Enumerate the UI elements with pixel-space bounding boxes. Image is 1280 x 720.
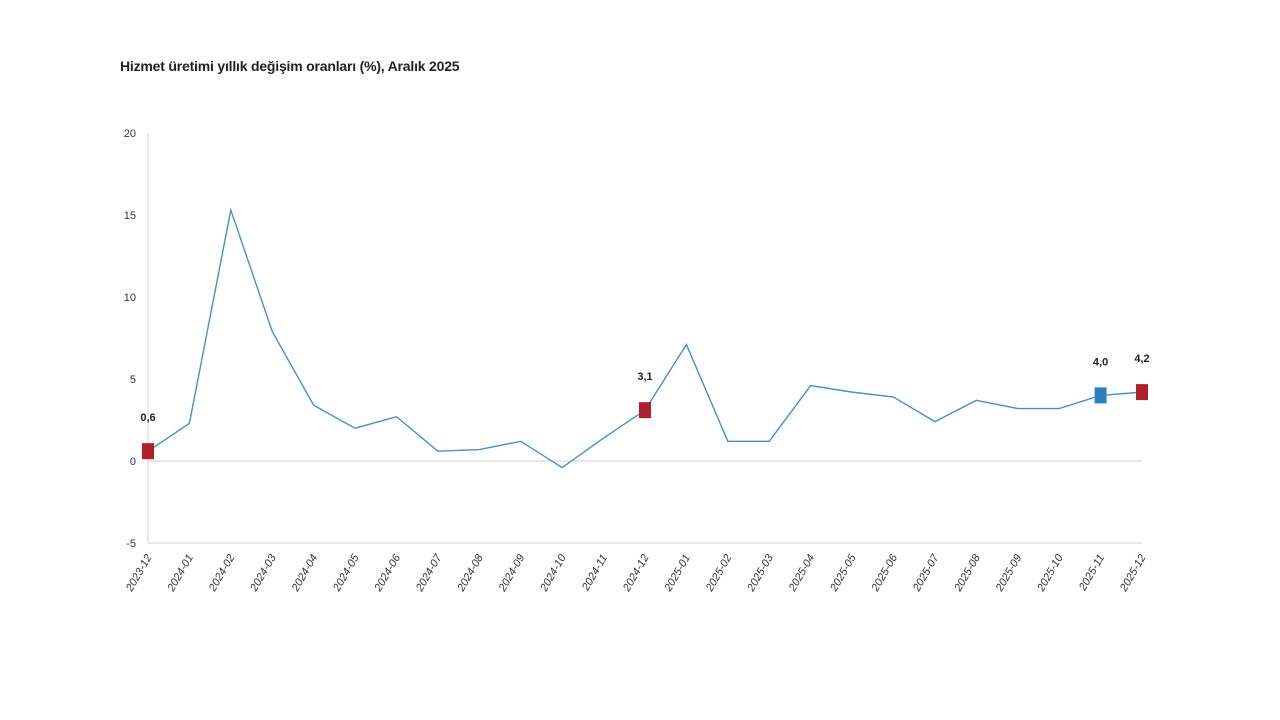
x-tick-label: 2025-05 [828, 552, 860, 595]
x-tick-label: 2025-04 [786, 553, 817, 595]
y-tick-label: 15 [124, 210, 136, 222]
y-tick-label: 10 [124, 292, 136, 304]
x-tick-label: 2024-04 [289, 553, 320, 595]
x-tick-label: 2024-11 [580, 553, 611, 594]
highlight-marker [1094, 387, 1107, 404]
y-tick-label: 5 [130, 374, 136, 386]
x-tick-label: 2025-09 [993, 553, 1024, 595]
x-tick-label: 2025-07 [910, 552, 942, 595]
x-tick-label: 2024-08 [455, 552, 487, 595]
data-labels: 0,6 3,1 4,0 4,2 [140, 353, 1149, 424]
data-label: 0,6 [140, 412, 155, 424]
highlight-marker [142, 443, 154, 460]
x-tick-label: 2024-07 [413, 552, 445, 595]
x-tick-label: 2024-12 [621, 553, 652, 595]
x-tick-label: 2025-11 [1077, 553, 1108, 594]
x-tick-label: 2025-01 [662, 553, 693, 595]
x-tick-label: 2025-12 [1118, 553, 1149, 595]
highlight-marker [1136, 384, 1148, 401]
x-tick-label: 2025-02 [703, 553, 734, 595]
y-axis-ticks: 20 15 10 5 0 -5 [124, 128, 136, 550]
y-tick-label: 20 [124, 128, 136, 140]
x-tick-label: 2024-02 [206, 553, 237, 595]
data-label: 3,1 [637, 371, 652, 383]
y-tick-label: 0 [130, 456, 136, 468]
x-tick-label: 2025-10 [1035, 552, 1067, 595]
y-tick-label: -5 [126, 538, 136, 550]
x-tick-label: 2024-05 [331, 552, 363, 595]
x-tick-label: 2025-06 [869, 552, 901, 595]
x-tick-label: 2024-06 [372, 552, 404, 595]
x-tick-label: 2024-09 [496, 553, 527, 595]
x-tick-label: 2025-08 [952, 552, 984, 595]
data-label: 4,2 [1134, 353, 1149, 365]
chart-title: Hizmet üretimi yıllık değişim oranları (… [120, 58, 460, 74]
highlight-markers [142, 384, 1148, 460]
x-tick-label: 2024-10 [538, 552, 570, 595]
x-axis-ticks: 2023-12 2024-01 2024-02 2024-03 2024-04 2024-… [124, 552, 1149, 595]
x-tick-label: 2023-12 [124, 553, 155, 595]
highlight-marker [639, 402, 651, 419]
data-label: 4,0 [1093, 356, 1108, 368]
x-tick-label: 2025-03 [745, 552, 777, 595]
x-tick-label: 2024-01 [165, 553, 196, 595]
x-tick-label: 2024-03 [248, 552, 280, 595]
chart-axes [147, 133, 1142, 544]
series-layer [147, 207, 1143, 469]
series-line [147, 207, 1143, 469]
